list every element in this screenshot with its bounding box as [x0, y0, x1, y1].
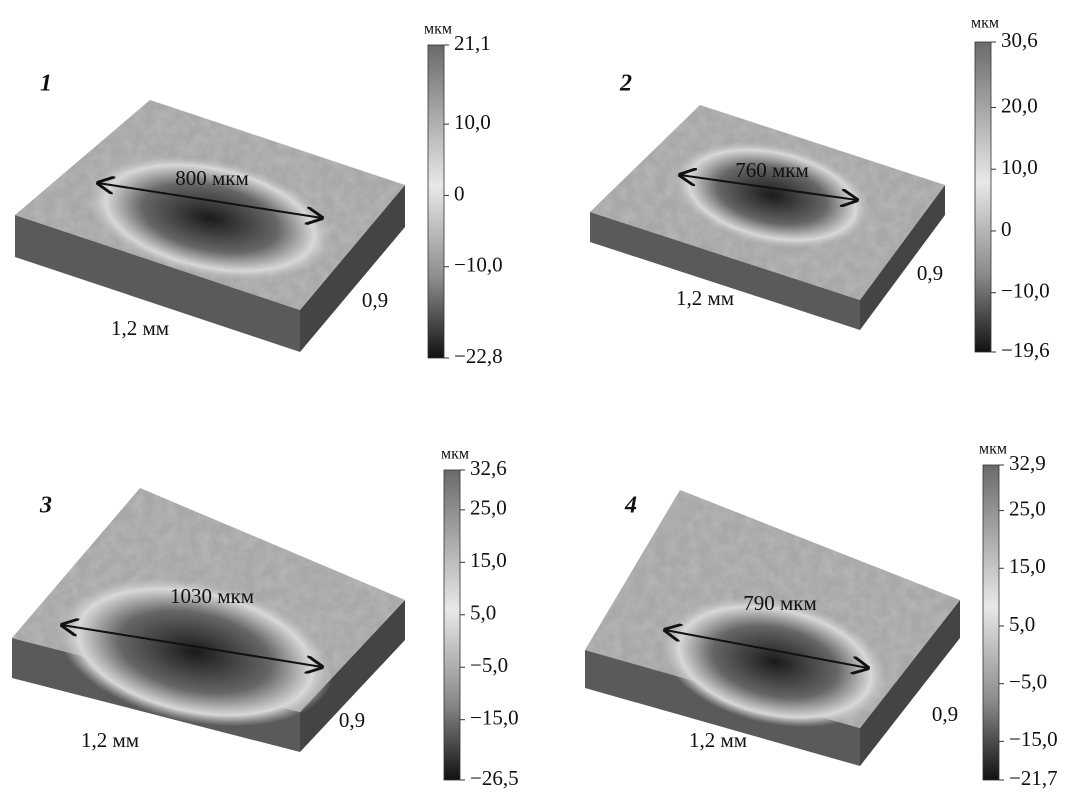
measurement: 1030 мкм — [170, 584, 254, 608]
colorbar-tick-label: −15,0 — [470, 705, 519, 729]
colorbar-tick-label: 15,0 — [470, 548, 507, 572]
colorbar-tick-label: 0 — [1001, 217, 1012, 241]
colorbar-tick-label: 20,0 — [1001, 93, 1038, 117]
colorbar — [444, 470, 460, 780]
colorbar-tick-label: −15,0 — [1009, 727, 1058, 751]
colorbar-tick-label: −10,0 — [1001, 279, 1050, 303]
colorbar-tick-label: −21,7 — [1009, 766, 1058, 790]
measurement: 760 мкм — [735, 158, 809, 182]
x-label: 1,2 мм — [676, 286, 734, 310]
colorbar-tick-label: 21,1 — [454, 31, 491, 55]
colorbar-unit: мкм — [424, 21, 452, 38]
y-label: 0,9 — [362, 288, 388, 312]
colorbar-tick-label: 0 — [454, 181, 465, 205]
colorbar-unit: мкм — [979, 441, 1007, 458]
y-label: 0,9 — [932, 702, 958, 726]
panel-number: 4 — [624, 493, 637, 519]
colorbar-tick-label: −22,8 — [454, 344, 503, 368]
y-label: 0,9 — [339, 708, 365, 732]
colorbar-tick-label: −26,5 — [470, 766, 519, 790]
panel-number: 2 — [619, 71, 632, 97]
x-label: 1,2 мм — [111, 316, 169, 340]
colorbar-tick-label: −10,0 — [454, 253, 503, 277]
measurement: 790 мкм — [743, 591, 817, 615]
y-label: 0,9 — [917, 261, 943, 285]
x-label: 1,2 мм — [81, 728, 139, 752]
colorbar-tick-label: 32,9 — [1009, 451, 1046, 475]
colorbar-tick-label: 25,0 — [1009, 496, 1046, 520]
measurement: 800 мкм — [175, 166, 249, 190]
colorbar-tick-label: −19,6 — [1001, 338, 1050, 362]
colorbar-unit: мкм — [971, 15, 999, 32]
colorbar-tick-label: 5,0 — [470, 601, 496, 625]
colorbar-tick-label: 15,0 — [1009, 554, 1046, 578]
colorbar-tick-label: 10,0 — [1001, 155, 1038, 179]
colorbar-tick-label: 30,6 — [1001, 28, 1038, 52]
colorbar — [428, 45, 444, 358]
figure: 1800 мкм1,2 мм0,9мкм21,110,00−10,0−22,82… — [0, 0, 1075, 794]
panel-number: 3 — [39, 493, 52, 519]
panel-number: 1 — [40, 71, 52, 97]
colorbar — [975, 42, 991, 352]
colorbar-unit: мкм — [441, 446, 469, 463]
colorbar-tick-label: 32,6 — [470, 456, 507, 480]
colorbar-tick-label: 10,0 — [454, 110, 491, 134]
x-label: 1,2 мм — [689, 728, 747, 752]
colorbar-tick-label: 5,0 — [1009, 612, 1035, 636]
colorbar-tick-label: −5,0 — [1009, 669, 1047, 693]
colorbar-tick-label: −5,0 — [470, 653, 508, 677]
colorbar — [983, 465, 999, 780]
colorbar-tick-label: 25,0 — [470, 496, 507, 520]
